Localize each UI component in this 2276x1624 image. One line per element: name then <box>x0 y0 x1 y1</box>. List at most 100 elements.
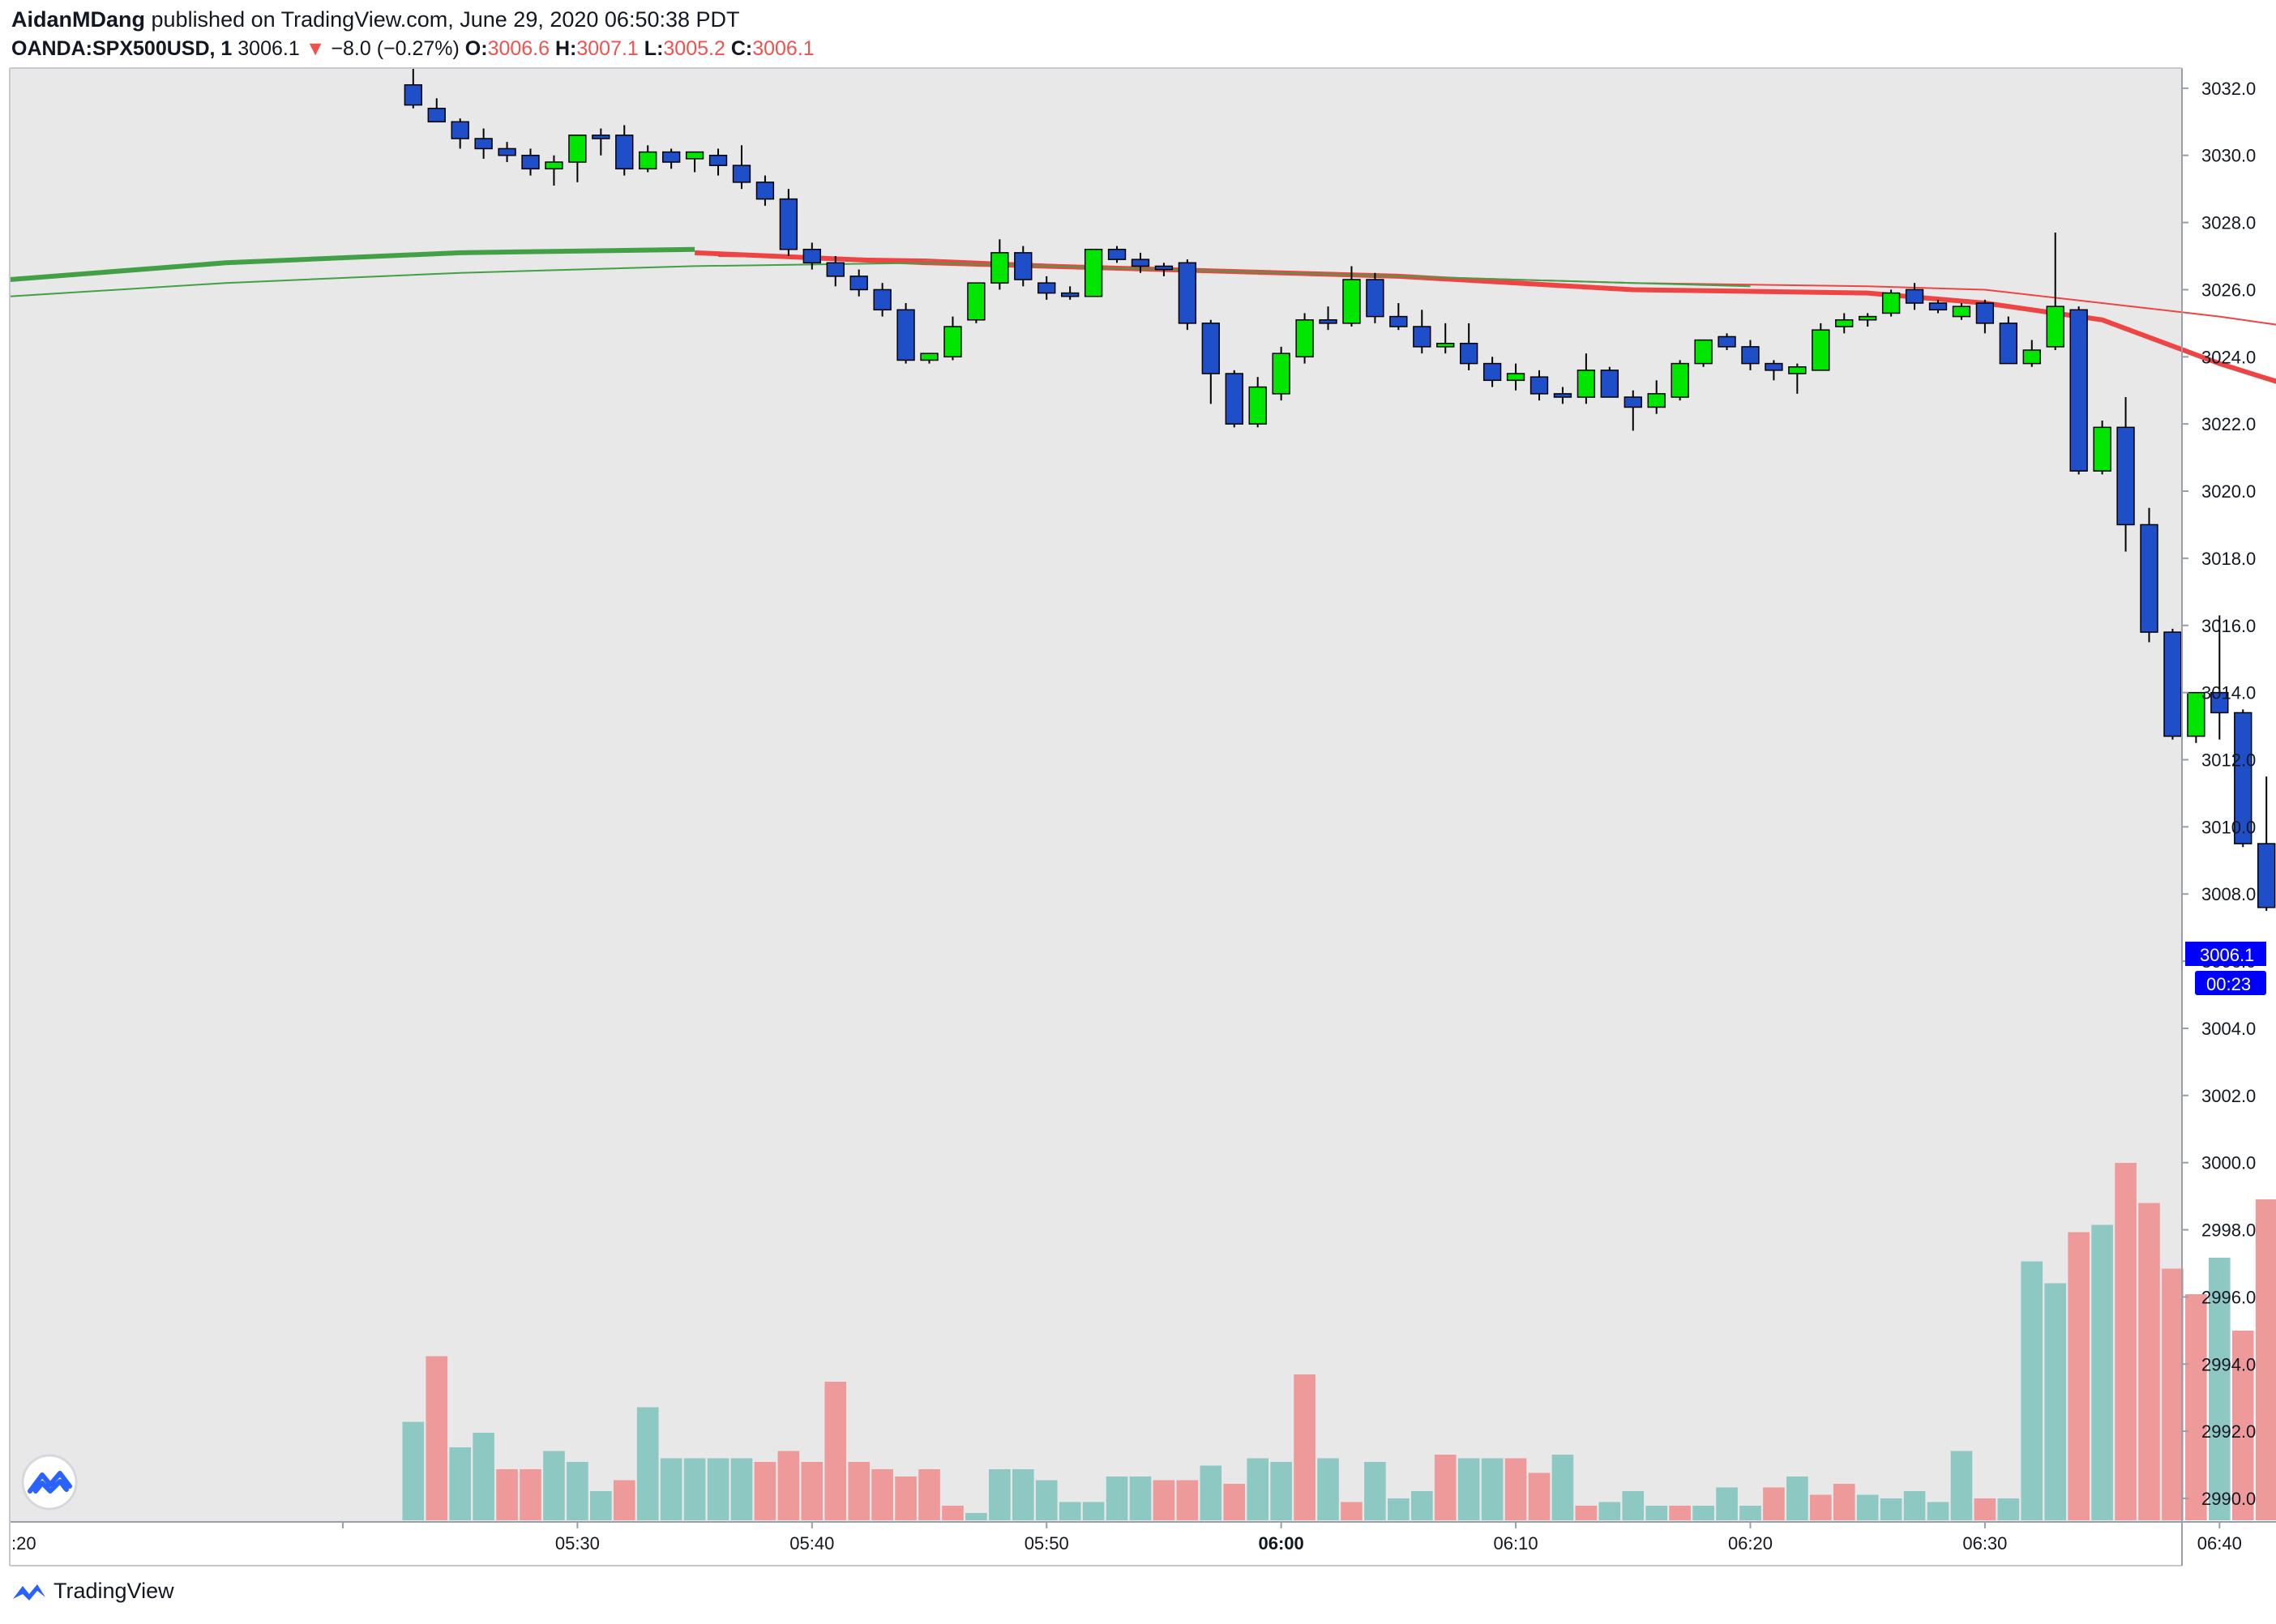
candle-body <box>1905 288 1924 304</box>
candle-body <box>1835 318 1854 327</box>
candle <box>1694 339 1713 367</box>
volume-bar <box>1270 1462 1292 1520</box>
y-tick-label: 2990.0 <box>2201 1489 2256 1509</box>
volume-bar <box>1598 1502 1621 1520</box>
candle <box>1881 289 1901 317</box>
candle <box>708 148 728 176</box>
candle-body <box>1647 393 1666 408</box>
x-tick-label: 06:00 <box>1258 1533 1303 1553</box>
candle <box>849 269 868 297</box>
candle-body <box>1154 265 1174 271</box>
candle-body <box>1975 302 1995 324</box>
candle-body <box>1248 386 1267 425</box>
volume-bar <box>2138 1203 2160 1520</box>
brand-name[interactable]: TradingView <box>53 1579 174 1603</box>
moving-averages <box>9 246 2276 384</box>
volume-bar <box>1950 1451 1973 1520</box>
candle-body <box>1037 282 1056 294</box>
tradingview-logo-icon[interactable] <box>11 1579 47 1604</box>
volume-bar <box>473 1433 494 1520</box>
y-tick-label: 3020.0 <box>2201 481 2256 502</box>
candle <box>451 118 469 149</box>
candle <box>1859 313 1877 327</box>
candles <box>404 68 2276 911</box>
plot-area[interactable] <box>10 68 2182 1522</box>
countdown-tag-bg <box>2195 971 2266 995</box>
candle <box>2022 340 2041 367</box>
volume-bar <box>1364 1462 1386 1520</box>
candle-body <box>2187 691 2205 737</box>
candle <box>1506 363 1525 391</box>
candle-body <box>1084 248 1103 297</box>
candle-body <box>2210 691 2229 714</box>
volume-bar <box>2162 1268 2184 1520</box>
y-tick-label: 3024.0 <box>2201 347 2256 367</box>
candle <box>1178 259 1197 331</box>
candle-body <box>2093 426 2111 472</box>
y-tick-label: 3016.0 <box>2201 616 2256 636</box>
candle-body <box>1741 346 1760 365</box>
volume-bar <box>1974 1498 1996 1520</box>
candle <box>1999 316 2018 365</box>
candlestick-chart[interactable]: 3032.0 3030.0 3028.0 3026.0 3024.0 3022.0 3020… <box>0 0 2276 1572</box>
price-axis[interactable]: 3032.0 3030.0 3028.0 3026.0 3024.0 3022.0 3020… <box>2182 79 2256 1509</box>
candle <box>1835 313 1854 334</box>
candle <box>498 142 516 163</box>
candle <box>1741 340 1760 370</box>
volume-bar <box>2231 1331 2254 1520</box>
candle-body <box>1600 370 1619 398</box>
candle-body <box>1413 326 1431 348</box>
candle <box>1037 276 1056 300</box>
candle <box>2163 628 2182 740</box>
candle <box>2069 306 2088 475</box>
candle-body <box>545 161 563 170</box>
candle-body <box>1201 323 1220 374</box>
candle <box>732 145 751 190</box>
volume-bar <box>707 1458 729 1520</box>
candle <box>568 135 587 182</box>
candle-body <box>1694 339 1713 365</box>
candle-body <box>1788 365 1807 374</box>
y-tick-label: 3010.0 <box>2201 817 2256 837</box>
volume-bar <box>1223 1484 1246 1520</box>
candle-body <box>2022 349 2041 365</box>
time-axis[interactable]: :20 05:30 05:40 05:50 06:00 06:10 06:20 06:30 06… <box>11 1522 2276 1553</box>
candle <box>404 68 422 109</box>
volume-bar <box>2021 1261 2043 1520</box>
candle-body <box>1131 259 1150 267</box>
candle-body <box>1859 315 1877 321</box>
volume-bar <box>989 1469 1011 1520</box>
candle <box>1671 360 1689 401</box>
candle-body <box>685 151 704 160</box>
close-value: 3006.1 <box>752 37 815 60</box>
candle <box>2116 397 2135 552</box>
moving-average-line <box>9 262 1751 297</box>
change-value: −8.0 (−0.27%) <box>331 37 460 60</box>
candle <box>1952 303 1971 320</box>
x-tick-label: 06:20 <box>1728 1533 1773 1553</box>
volume-bar <box>1786 1477 1808 1520</box>
volume-bar <box>1716 1487 1738 1520</box>
volume-bar <box>1903 1491 1926 1520</box>
volume-bar <box>942 1506 964 1520</box>
candle-body <box>1295 318 1314 358</box>
y-tick-label: 3018.0 <box>2201 549 2256 569</box>
y-tick-label: 3014.0 <box>2201 683 2256 703</box>
volume-bar <box>543 1451 565 1520</box>
candle-body <box>451 121 469 139</box>
candle <box>1060 286 1080 300</box>
author-name[interactable]: AidanMDang <box>11 7 145 32</box>
watermark-logo[interactable] <box>21 1454 78 1511</box>
candle <box>1248 377 1267 428</box>
candle-body <box>615 135 634 170</box>
volume-bar <box>1669 1506 1691 1520</box>
candle-body <box>1060 292 1080 297</box>
volume-bar <box>1106 1477 1128 1520</box>
open-label: O: <box>464 37 488 60</box>
tradingview-watermark-icon <box>28 1471 72 1494</box>
candle <box>2140 507 2158 643</box>
x-tick-label: :20 <box>11 1533 36 1553</box>
candle <box>873 283 892 317</box>
volume-bar <box>1129 1477 1152 1520</box>
candle-body <box>661 151 681 163</box>
